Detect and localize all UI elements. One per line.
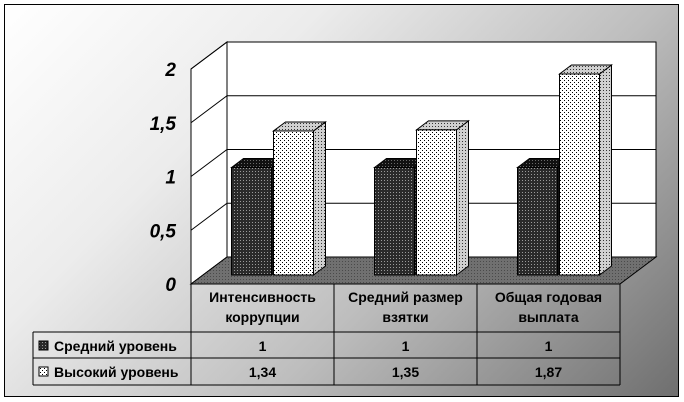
category-label: Общая годовая bbox=[495, 289, 602, 305]
bar-front-face bbox=[416, 129, 457, 276]
category-label: Средний размер bbox=[348, 289, 463, 305]
gridline bbox=[190, 41, 656, 70]
bars bbox=[230, 63, 613, 276]
gridline bbox=[190, 202, 656, 231]
category-label: взятки bbox=[382, 309, 428, 325]
table-cell: 1,34 bbox=[249, 364, 276, 380]
y-tick-label: 0 bbox=[165, 275, 176, 296]
data-table: Интенсивность коррупции Средний размер взят… bbox=[32, 284, 621, 386]
y-tick-label: 1 bbox=[165, 168, 176, 189]
bar-high-2 bbox=[558, 63, 613, 276]
legend-key bbox=[38, 366, 49, 377]
bar-front-face bbox=[559, 73, 600, 276]
table-cell: 1 bbox=[402, 338, 410, 354]
table-cell: 1 bbox=[259, 338, 267, 354]
bar-front-face bbox=[273, 130, 314, 276]
bar-side-face bbox=[456, 119, 469, 276]
series-label: Средний уровень bbox=[54, 338, 177, 354]
legend-key bbox=[38, 340, 49, 351]
bar-high-0 bbox=[272, 120, 327, 276]
category-label: Интенсивность bbox=[209, 289, 316, 305]
table-cell: 1 bbox=[545, 338, 553, 354]
bar-high-1 bbox=[415, 119, 470, 276]
bar-front-face bbox=[231, 167, 272, 276]
gridline bbox=[190, 149, 656, 177]
y-tick-label: 0,5 bbox=[150, 221, 177, 242]
bar-side-face bbox=[599, 63, 612, 276]
y-axis-ticks: 0 0,5 1 1,5 2 bbox=[150, 60, 177, 296]
bar-side-face bbox=[313, 120, 326, 276]
table-cell: 1,87 bbox=[535, 364, 562, 380]
series-label: Высокий уровень bbox=[54, 364, 179, 380]
y-tick-label: 2 bbox=[164, 60, 176, 81]
bar-front-face bbox=[517, 167, 558, 276]
table-cell: 1,35 bbox=[392, 364, 419, 380]
bar-front-face bbox=[374, 167, 415, 276]
gridlines bbox=[190, 41, 656, 231]
y-tick-label: 1,5 bbox=[150, 114, 177, 135]
gridline bbox=[190, 95, 656, 124]
category-label: коррупции bbox=[225, 309, 299, 325]
category-label: выплата bbox=[518, 309, 579, 325]
